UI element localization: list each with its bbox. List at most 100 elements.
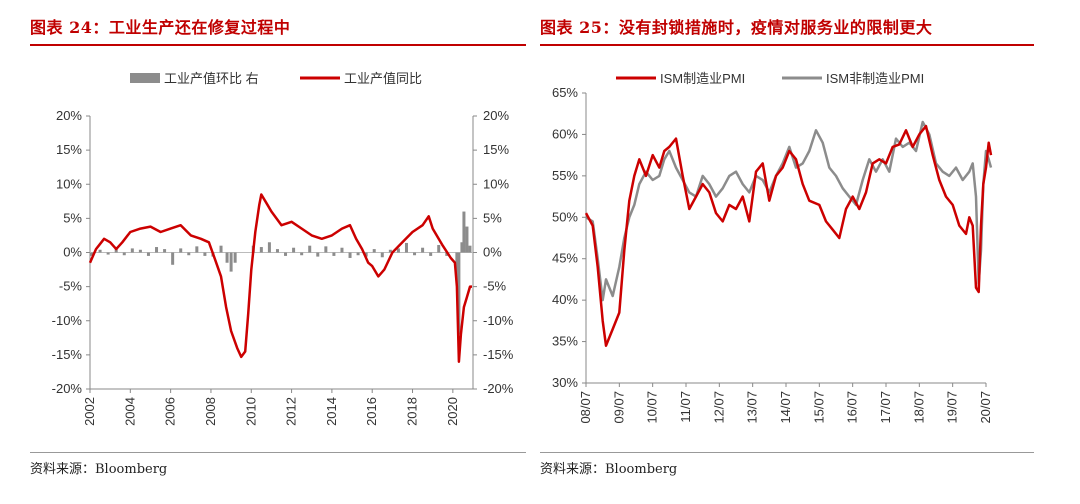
mom-bar [187, 252, 191, 256]
y-right-tick-label: -10% [483, 313, 514, 328]
left-panel-title: 图表 24：工业生产还在修复过程中 [30, 18, 291, 37]
mom-bar [364, 252, 368, 257]
mom-bar [130, 248, 134, 253]
mom-bar [457, 252, 461, 335]
mom-bar [324, 246, 328, 253]
mom-bar [455, 252, 459, 280]
right-panel: 图表 25：没有封锁措施时，疫情对服务业的限制更大 ISM制造业PMI ISM非制… [540, 0, 1080, 504]
x-tick-label: 12/07 [711, 391, 726, 424]
y-right-tick-label: 20% [483, 108, 509, 123]
mom-bar [300, 252, 304, 256]
mom-bar [259, 247, 263, 253]
x-tick-label: 2002 [82, 397, 97, 426]
y-left-tick-label: 15% [56, 142, 82, 157]
x-tick-label: 20/07 [978, 391, 993, 424]
mom-bar [445, 252, 449, 256]
y-tick-label: 30% [552, 375, 578, 390]
x-tick-label: 2016 [364, 397, 379, 426]
mom-bar [462, 211, 466, 253]
mom-bar [380, 252, 384, 258]
y-right-tick-label: 15% [483, 142, 509, 157]
manufacturing-pmi-line [584, 124, 993, 347]
legend-label-manufacturing: ISM制造业PMI [660, 71, 745, 86]
mom-bar [138, 249, 142, 253]
y-left-tick-label: 0% [63, 245, 82, 260]
mom-bar [122, 252, 126, 256]
mom-bar [195, 246, 199, 253]
x-tick-label: 2018 [405, 397, 420, 426]
y-right-tick-label: 10% [483, 176, 509, 191]
mom-bar [114, 249, 118, 253]
y-left-tick-label: 10% [56, 176, 82, 191]
x-tick-label: 15/07 [811, 391, 826, 424]
mom-bar [465, 226, 469, 253]
mom-bar [284, 252, 288, 256]
x-tick-label: 16/07 [845, 391, 860, 424]
x-tick-label: 13/07 [745, 391, 760, 424]
x-tick-label: 2012 [284, 397, 299, 426]
right-legend: ISM制造业PMI ISM非制造业PMI [616, 71, 924, 86]
x-tick-label: 2010 [243, 397, 258, 426]
mom-bar [468, 245, 472, 253]
mom-bar [460, 242, 464, 253]
y-tick-label: 35% [552, 334, 578, 349]
left-title-rule [30, 44, 526, 46]
mom-bar [233, 252, 237, 263]
x-tick-label: 09/07 [611, 391, 626, 424]
right-bottom-rule [540, 452, 1034, 453]
left-panel: 图表 24：工业生产还在修复过程中 工业产值环比 右 工业产值同比 20% 20% 15… [0, 0, 530, 504]
mom-bar [372, 249, 376, 253]
mom-bar [316, 252, 320, 257]
y-tick-label: 40% [552, 292, 578, 307]
x-tick-label: 14/07 [778, 391, 793, 424]
y-right-tick-label: 0% [483, 245, 502, 260]
x-tick-label: 2008 [203, 397, 218, 426]
ism-pmi-chart: ISM制造业PMI ISM非制造业PMI 65% 60% 55% 50% 45% 40% 35%… [552, 71, 993, 424]
mom-bar [203, 252, 207, 256]
mom-bar [429, 252, 433, 256]
mom-bar [163, 249, 167, 253]
x-tick-label: 18/07 [911, 391, 926, 424]
industrial-production-chart: 工业产值环比 右 工业产值同比 20% 20% 15% 15% 10% 10% 5% 5% 0% 0%… [52, 71, 514, 426]
y-left-tick-label: 5% [63, 210, 82, 225]
mom-bar [90, 252, 94, 256]
x-tick-label: 19/07 [945, 391, 960, 424]
mom-bar [348, 252, 352, 258]
mom-bar [106, 252, 110, 255]
mom-bar [155, 247, 159, 253]
x-tick-label: 2004 [122, 397, 137, 426]
left-source-note: 资料来源：Bloomberg [30, 462, 168, 477]
y-right-tick-label: -15% [483, 347, 514, 362]
x-tick-label: 10/07 [645, 391, 660, 424]
x-tick-label: 2006 [163, 397, 178, 426]
mom-bar [437, 244, 441, 253]
mom-bar [308, 245, 312, 253]
mom-bar [421, 247, 425, 253]
mom-bar [396, 248, 400, 253]
mom-bar [225, 252, 229, 263]
mom-bar [179, 248, 183, 253]
y-left-tick-label: -20% [52, 381, 83, 396]
mom-bar [275, 249, 279, 253]
y-tick-label: 60% [552, 126, 578, 141]
mom-bar [267, 242, 271, 253]
right-title-rule [540, 44, 1034, 46]
mom-bar [292, 247, 296, 253]
mom-bar [332, 252, 336, 256]
x-tick-label: 2014 [324, 397, 339, 426]
y-right-tick-label: -20% [483, 381, 514, 396]
y-left-tick-label: -10% [52, 313, 83, 328]
legend-swatch-mom-bar [130, 73, 160, 83]
x-tick-label: 17/07 [878, 391, 893, 424]
mom-bar [229, 252, 233, 272]
y-tick-label: 50% [552, 209, 578, 224]
y-left-tick-label: -15% [52, 347, 83, 362]
y-tick-label: 55% [552, 168, 578, 183]
left-bottom-rule [30, 452, 526, 453]
x-tick-label: 2020 [445, 397, 460, 426]
mom-bar [171, 252, 175, 265]
y-left-tick-label: 20% [56, 108, 82, 123]
legend-label-nonmanufacturing: ISM非制造业PMI [826, 71, 924, 86]
legend-label-yoy: 工业产值同比 [344, 71, 422, 86]
mom-bar [404, 242, 408, 253]
